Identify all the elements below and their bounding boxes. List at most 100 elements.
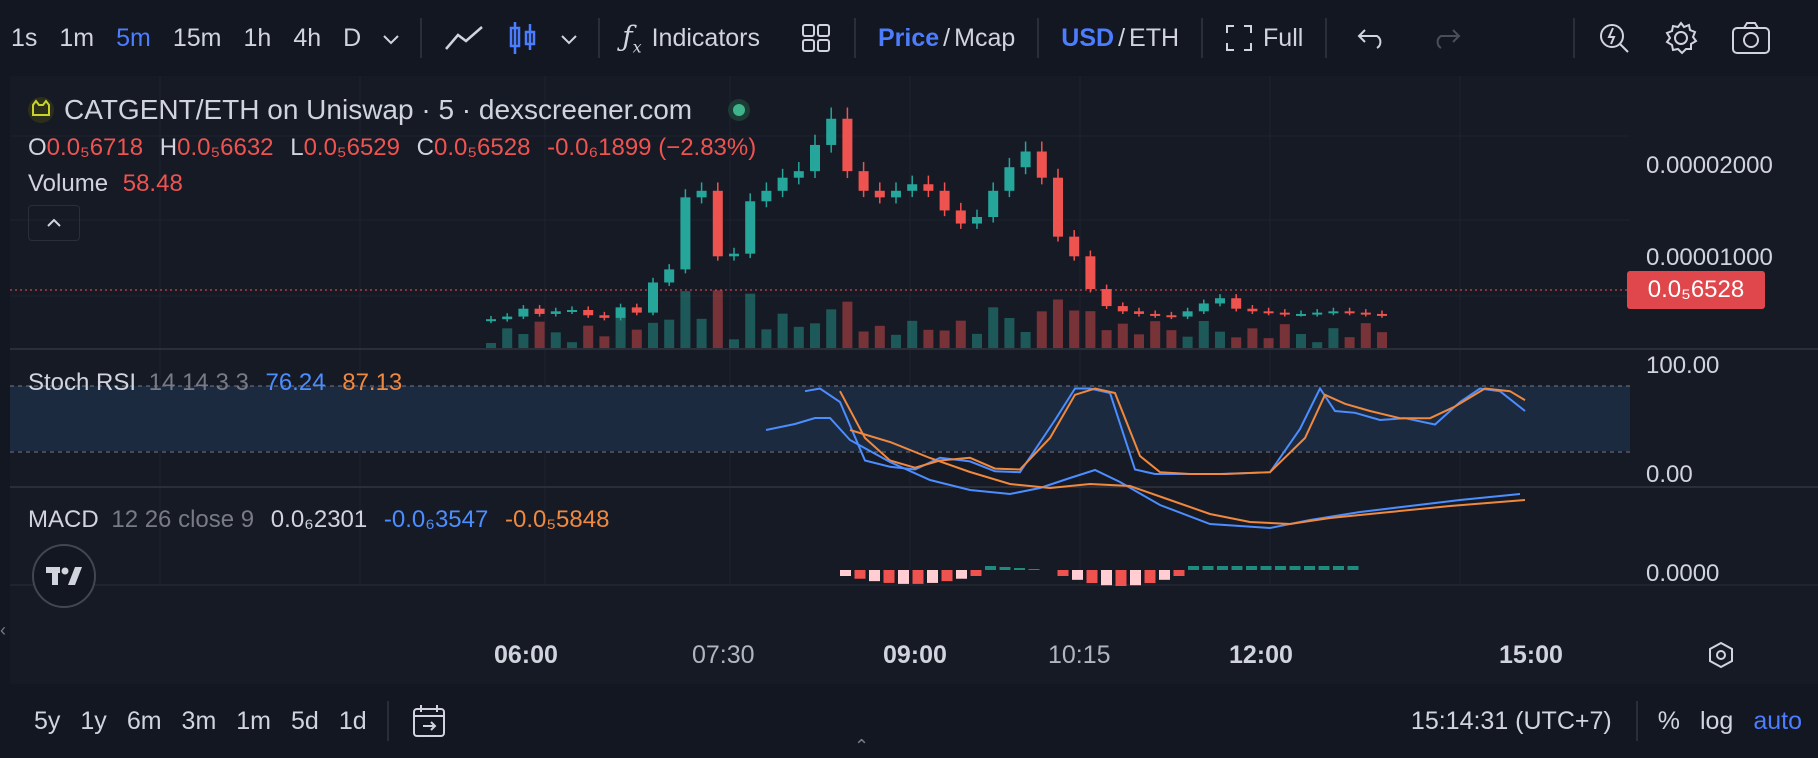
auto-toggle[interactable]: auto [1753,706,1802,735]
chevron-down-icon[interactable] [372,24,410,53]
candle-body [615,307,626,318]
volume-bar [1117,323,1128,348]
log-toggle[interactable]: log [1699,706,1734,735]
macd-hist-bar [1304,566,1315,570]
range-button[interactable]: 5y [34,706,61,735]
timeframe-button[interactable]: D [343,23,362,52]
candle-body [1020,151,1031,168]
divider [1573,18,1576,58]
currency-toggle[interactable]: USD / ETH [1049,24,1191,53]
candle-body [777,177,788,191]
macd-hist-bar [1028,569,1040,570]
change-value: -0.0₆1899 (−2.83%) [547,134,757,161]
indicators-button[interactable]: ƒx Indicators [610,20,772,57]
close-value: 0.0₅6528 [434,134,531,161]
range-button[interactable]: 1y [80,706,107,735]
range-button[interactable]: 3m [181,706,217,735]
macd-hist-bar [898,570,909,584]
macd-hist-bar [883,570,895,583]
percent-toggle[interactable]: % [1657,706,1680,735]
volume-bar [1053,299,1063,348]
range-button[interactable]: 1m [236,706,272,735]
volume-bar [939,330,950,348]
macd-params: 12 26 close 9 [111,506,255,533]
quick-search-icon[interactable] [1585,21,1643,55]
price-option[interactable]: Price [878,23,940,52]
candle-body [1215,298,1225,304]
open-label: O [28,134,47,161]
macd-line [765,417,1521,530]
candle-body [1150,313,1161,316]
volume-bar [502,328,513,348]
chevron-left-icon[interactable]: ‹ [0,620,6,640]
mcap-option[interactable]: Mcap [954,23,1016,52]
macd-axis-label: 0.0000 [1646,560,1720,587]
volume-bar [972,333,982,348]
volume-bar [777,313,788,348]
line-chart-icon[interactable] [432,23,496,53]
stoch-d-value: 87.13 [342,369,403,396]
candle-body [486,319,496,322]
axis-settings-icon[interactable] [1706,640,1736,675]
timeframe-button[interactable]: 1h [243,23,272,52]
chevron-down-icon[interactable] [550,24,588,53]
macd-hist-bar [1014,568,1025,570]
stoch-k-value: 76.24 [265,369,326,396]
timeframe-button[interactable]: 15m [172,23,222,52]
candle-body [1279,312,1290,315]
open-value: 0.0₅6718 [46,134,144,161]
range-button[interactable]: 1d [338,706,367,735]
volume-bar [1004,318,1015,348]
redo-icon[interactable] [1419,26,1473,50]
usd-option[interactable]: USD [1061,23,1115,52]
macd-hist-bar [1231,566,1243,570]
volume-bar [615,317,626,348]
calendar-icon[interactable] [399,703,459,739]
candle-body [874,190,885,198]
volume-bar [1198,321,1209,348]
candle-body [583,310,594,316]
volume-bar [1344,337,1355,348]
tradingview-logo[interactable] [32,544,96,608]
layouts-icon[interactable] [788,22,844,54]
time-axis-label: 07:30 [692,641,755,669]
price-mcap-toggle[interactable]: Price / Mcap [866,24,1027,53]
stoch-d-line [839,387,1526,475]
macd-hist-bar [1159,570,1170,580]
range-button[interactable]: 6m [126,706,162,735]
fullscreen-button[interactable]: Full [1213,24,1315,53]
collapse-legend-button[interactable] [28,205,80,241]
undo-icon[interactable] [1345,26,1399,50]
volume-bar [550,332,561,348]
gear-icon[interactable] [1651,20,1711,56]
eth-option[interactable]: ETH [1129,23,1180,52]
timeframe-button[interactable]: 4h [293,23,322,52]
high-value: 0.0₅6632 [177,134,274,161]
candle-body [1344,311,1355,314]
stoch-label: Stoch RSI [28,369,137,396]
macd-hist-bar [1275,566,1286,570]
volume-legend: Volume 58.48 [28,170,183,198]
candle-body [939,190,950,211]
chevron-up-icon[interactable]: ⌃ [854,736,870,756]
timeframe-button[interactable]: 5m [116,23,151,52]
timeframe-button[interactable]: 1s [11,23,38,52]
timeframe-button[interactable]: 1m [59,23,95,52]
candle-body [907,184,918,191]
candle-body [988,190,999,217]
candle-body [1053,177,1063,237]
camera-icon[interactable] [1719,21,1783,55]
volume-bar [648,322,658,348]
candle-body [1263,311,1274,314]
candles-icon[interactable] [496,20,550,56]
clock[interactable]: 15:14:31 (UTC+7) [1410,706,1612,735]
macd-signal-line [849,429,1526,526]
slash: / [943,23,951,52]
chart-area[interactable] [10,76,1818,684]
macd-hist-bar [1072,570,1083,580]
chart-canvas[interactable] [10,76,1818,684]
volume-bar [1134,334,1144,348]
candle-body [1117,306,1128,312]
high-label: H [159,134,178,161]
range-button[interactable]: 5d [291,706,319,735]
